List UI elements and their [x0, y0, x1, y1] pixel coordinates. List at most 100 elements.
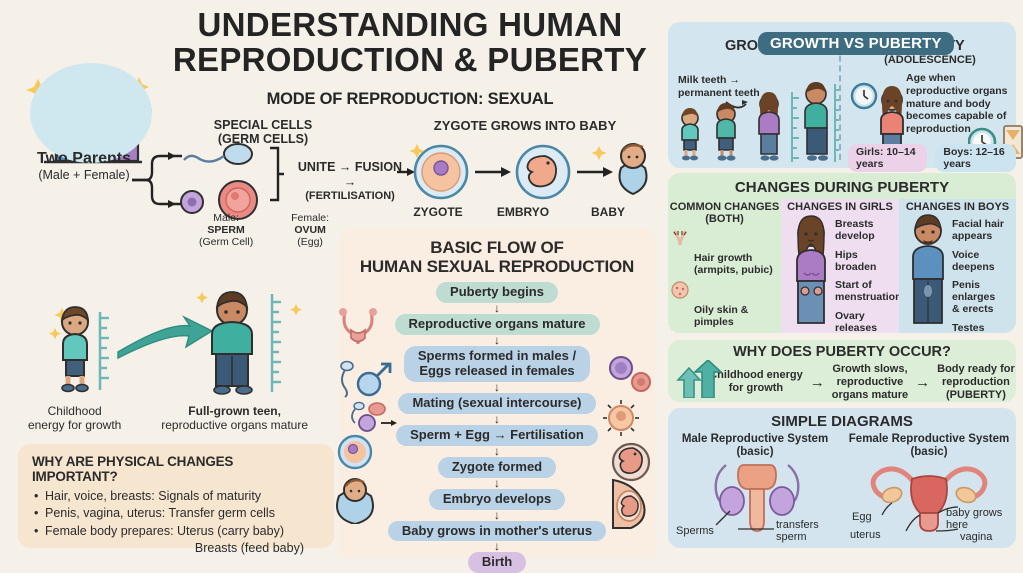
age-pills: Girls: 10–14 years Boys: 12–16 years: [848, 144, 1016, 172]
column-changes-girls: CHANGES IN GIRLS Breasts develop: [781, 199, 899, 333]
common-changes-list: Hair growth (armpits, pubic) Oily skin &…: [668, 229, 781, 333]
list-item: Breasts develop: [835, 219, 897, 243]
zygote-cell-icon: [329, 432, 381, 472]
pill-girls-age: Girls: 10–14 years: [848, 144, 927, 172]
infographic-page: UNDERSTANDING HUMAN REPRODUCTION & PUBER…: [0, 0, 1023, 558]
swaddled-baby-icon: [325, 478, 383, 524]
pill-boys-age: Boys: 12–16 years: [935, 144, 1016, 172]
childhood-to-teen-illustration: [10, 290, 330, 410]
male-diagram-heading: Male Reproductive System (basic): [668, 433, 842, 459]
special-cells-line1: SPECIAL CELLS: [183, 118, 343, 132]
germ-cell-labels: Male: SPERM (Germ Cell) Female: OVUM (Eg…: [180, 212, 348, 248]
why-step-2: Growth slows, reproductive organs mature: [832, 363, 908, 401]
title-line-2: REPRODUCTION & PUBERTY: [165, 43, 655, 78]
childhood-caption: Childhood energy for growth: [28, 404, 121, 433]
list-item: Hips broaden: [835, 250, 897, 274]
male-symbol-icon: [337, 356, 393, 398]
list-item: Oily skin & pimples: [694, 281, 781, 329]
egg-label: Egg: [852, 511, 872, 523]
flow-step-fertilisation[interactable]: Sperm + Egg → Fertilisation: [396, 425, 598, 446]
fertilised-egg-burst-icon: [595, 398, 647, 438]
flow-step-sperms-eggs[interactable]: Sperms formed in males / Eggs released i…: [404, 346, 590, 382]
male-diagram: Male Reproductive System (basic) Sperms …: [668, 433, 842, 543]
basic-flow-title: BASIC FLOW OF HUMAN SEXUAL REPRODUCTION: [339, 238, 655, 276]
growth-stages-figures: [674, 82, 839, 164]
growth-vs-puberty-badge: GROWTH VS PUBERTY: [758, 32, 954, 55]
flow-step-zygote-formed[interactable]: Zygote formed: [438, 457, 556, 478]
female-germ-cell-label: Female: OVUM (Egg): [291, 212, 329, 248]
list-item: Hair growth (armpits, pubic): [694, 229, 781, 277]
female-label-leaders: [876, 497, 986, 535]
growth-arrows-icon: [676, 360, 722, 398]
ovum-label: OVUM: [294, 224, 326, 236]
common-changes-heading: COMMON CHANGES (BOTH): [668, 199, 781, 225]
changes-title: CHANGES DURING PUBERTY: [668, 173, 1016, 196]
simple-diagrams-title: SIMPLE DIAGRAMS: [668, 408, 1016, 430]
diagram-columns: Male Reproductive System (basic) Sperms …: [668, 433, 1016, 543]
list-item: Testes produce sperms: [952, 323, 1014, 333]
fertilisation-label: UNITE → FUSION → (FERTILISATION): [290, 160, 410, 203]
why-physical-changes-box: WHY ARE PHYSICAL CHANGES IMPORTANT? Hair…: [18, 444, 334, 548]
why-physical-title: WHY ARE PHYSICAL CHANGES IMPORTANT?: [32, 454, 320, 484]
flow-step-puberty-begins[interactable]: Puberty begins: [436, 282, 558, 303]
armpit-hair-icon: [671, 229, 689, 247]
list-item: Hair, voice, breasts: Signals of maturit…: [32, 488, 320, 505]
why-step-3: Body ready for reproduction (PUBERTY): [937, 363, 1015, 401]
list-item: Penis enlarges & erects: [952, 280, 1014, 316]
list-item: Ovary releases eggs: [835, 311, 897, 333]
zygote-to-baby-diagram: [395, 138, 650, 208]
female-diagram-heading: Female Reproductive System (basic): [842, 433, 1016, 459]
growth-captions: Childhood energy for growth Full-grown t…: [8, 404, 328, 433]
girl-body-figure: [785, 211, 841, 327]
male-germ-cell-label: Male: SPERM (Germ Cell): [199, 212, 253, 248]
fertilisation-text: (FERTILISATION): [290, 190, 410, 203]
uterus-icon: [335, 306, 381, 346]
title-line-1: UNDERSTANDING HUMAN: [165, 8, 655, 43]
changes-during-puberty-panel: CHANGES DURING PUBERTY COMMON CHANGES (B…: [668, 173, 1016, 333]
stage-embryo: EMBRYO: [483, 205, 563, 219]
flow-arrow: ↓: [339, 303, 655, 314]
flow-step-embryo-develops[interactable]: Embryo develops: [429, 489, 565, 510]
why-puberty-panel: WHY DOES PUBERTY OCCUR? Childhood energy…: [668, 340, 1016, 402]
girls-changes-list: Breasts develop Hips broaden Start of me…: [835, 219, 897, 333]
why-physical-continuation: Breasts (feed baby): [32, 540, 320, 557]
teen-caption: Full-grown teen, reproductive organs mat…: [161, 404, 308, 433]
list-item: Female body prepares: Uterus (carry baby…: [32, 523, 320, 540]
flow-step-baby-grows[interactable]: Baby grows in mother's uterus: [388, 521, 606, 542]
flow-arrow: ↓: [339, 335, 655, 346]
female-diagram: Female Reproductive System (basic) Egg u…: [842, 433, 1016, 543]
growth-vs-puberty-panel: GROWTH PUBERTY (ADOLESCENCE) Milk teeth …: [668, 22, 1016, 168]
why-arrow: →: [810, 374, 825, 391]
boys-changes-list: Facial hair appears Voice deepens Penis …: [952, 219, 1014, 333]
sperms-label: Sperms: [676, 525, 714, 537]
flow-step-birth[interactable]: Birth: [468, 552, 526, 573]
column-common-changes: COMMON CHANGES (BOTH) Hair growth (armpi…: [668, 199, 781, 333]
why-arrow: →: [915, 374, 930, 391]
zygote-growth-heading: ZYGOTE GROWS INTO BABY: [410, 118, 640, 133]
list-item: Start of menstruation: [835, 280, 897, 304]
flow-step-mating[interactable]: Mating (sexual intercourse): [398, 393, 595, 414]
transfers-sperm-label: transfers sperm: [776, 519, 819, 543]
zygote-stage-labels: ZYGOTE EMBRYO BABY: [398, 205, 648, 219]
page-title: UNDERSTANDING HUMAN REPRODUCTION & PUBER…: [165, 8, 655, 78]
flow-step-organs-mature[interactable]: Reproductive organs mature: [395, 314, 600, 335]
puberty-subheading: (ADOLESCENCE): [846, 54, 1014, 66]
list-item: Voice deepens: [952, 250, 1014, 274]
sperm-meets-egg-icon: [347, 400, 407, 434]
unite-fusion-text: UNITE → FUSION →: [290, 160, 410, 190]
stage-zygote: ZYGOTE: [398, 205, 478, 219]
basic-flow-panel: BASIC FLOW OF HUMAN SEXUAL REPRODUCTION …: [339, 228, 655, 558]
pimple-face-icon: [671, 281, 689, 299]
why-puberty-title: WHY DOES PUBERTY OCCUR?: [668, 340, 1016, 360]
right-zone: GROWTH PUBERTY (ADOLESCENCE) Milk teeth …: [660, 0, 1023, 558]
why-step-1: Childhood energy for growth: [709, 369, 803, 395]
egg-and-ovum-icon: [607, 354, 655, 394]
flow-arrow: ↓: [339, 541, 655, 552]
left-zone: UNDERSTANDING HUMAN REPRODUCTION & PUBER…: [0, 0, 655, 558]
why-physical-list: Hair, voice, breasts: Signals of maturit…: [32, 488, 320, 540]
pregnant-belly-icon: [607, 478, 657, 530]
page-subtitle: MODE OF REPRODUCTION: SEXUAL: [165, 90, 655, 109]
boy-body-figure: [901, 211, 957, 327]
simple-diagrams-panel: SIMPLE DIAGRAMS Male Reproductive System…: [668, 408, 1016, 548]
column-changes-boys: CHANGES IN BOYS Facial hair appears Voi: [899, 199, 1016, 333]
